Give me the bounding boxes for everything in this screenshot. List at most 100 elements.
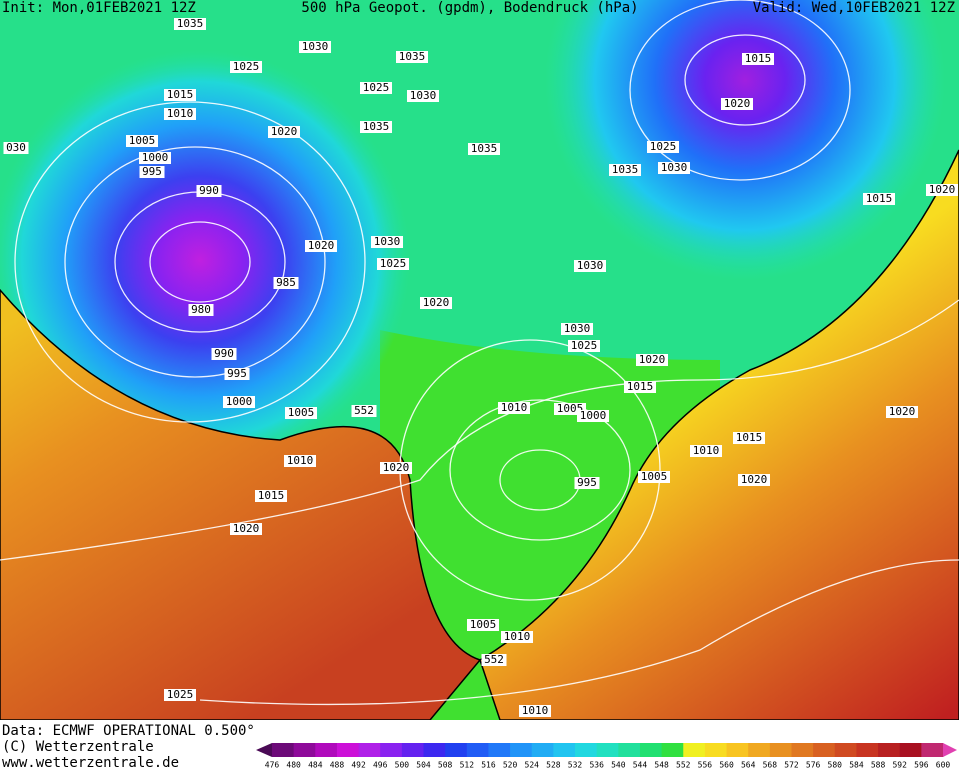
- label-box: [638, 471, 670, 483]
- colorbar-swatch: [856, 743, 879, 757]
- isobar-label: 1030: [661, 161, 688, 174]
- isobar-label: 1020: [929, 183, 956, 196]
- colorbar-swatch: [423, 743, 446, 757]
- label-box: [574, 260, 606, 272]
- label-box: [636, 354, 668, 366]
- colorbar-label: 540: [611, 761, 626, 770]
- label-box: [211, 348, 237, 360]
- isobar-label: 1030: [410, 89, 437, 102]
- colorbar-swatch: [704, 743, 728, 757]
- isobars: [0, 0, 959, 706]
- colorbar-swatch: [531, 743, 554, 757]
- label-box: [468, 143, 500, 155]
- warm-west: [0, 288, 482, 721]
- label-box: [647, 141, 679, 153]
- isobar-label: 1005: [129, 134, 156, 147]
- colorbar-label: 524: [525, 761, 540, 770]
- label-box: [467, 619, 499, 631]
- title: 500 hPa Geopot. (gpdm), Bodendruck (hPa): [301, 0, 638, 16]
- label-box: [721, 98, 753, 110]
- isobar-label: 980: [191, 303, 211, 316]
- isobar-label: 1015: [258, 489, 285, 502]
- isobar-label: 1025: [363, 81, 390, 94]
- label-box: [273, 277, 299, 289]
- label-box: [139, 152, 171, 164]
- colorbar-end: [256, 743, 272, 757]
- isobar-label: 1025: [571, 339, 598, 352]
- colorbar-label: 492: [351, 761, 366, 770]
- init-text: Init: Mon,01FEB2021 12Z: [2, 0, 196, 16]
- label-box: [126, 135, 158, 147]
- colorbar-label: 584: [849, 761, 864, 770]
- colorbar-label: 576: [806, 761, 821, 770]
- colorbar-label: 544: [633, 761, 648, 770]
- colorbar-label: 592: [892, 761, 907, 770]
- colorbar-swatch: [575, 743, 598, 757]
- label-box: [926, 184, 958, 196]
- label-box: [174, 18, 206, 30]
- colorbar-label: 500: [395, 761, 410, 770]
- colorbar-label: 520: [503, 761, 518, 770]
- isobar-label: 995: [227, 367, 247, 380]
- label-box: [738, 474, 770, 486]
- isobar-label: 1030: [374, 235, 401, 248]
- colorbar-label: 556: [698, 761, 713, 770]
- isobar-label: 552: [484, 653, 504, 666]
- colorbar-label: 532: [568, 761, 583, 770]
- colorbar-swatch: [466, 743, 489, 757]
- isobar-label: 1025: [167, 688, 194, 701]
- colorbar: 476 480 484 488 492 496 500 504 508 512 516 520 524 5…: [256, 743, 957, 770]
- isobar-label: 030: [6, 141, 26, 154]
- isobar-label: 1015: [167, 88, 194, 101]
- label-box: [3, 142, 29, 154]
- isobar-label: 990: [199, 184, 219, 197]
- label-box: [230, 523, 262, 535]
- colorbar-swatch: [596, 743, 619, 757]
- colorbar-label: 564: [741, 761, 756, 770]
- colorbar-label: 496: [373, 761, 388, 770]
- colorbar-swatch: [553, 743, 576, 757]
- label-box: [196, 185, 222, 197]
- label-box: [609, 164, 641, 176]
- colorbar-swatch: [791, 743, 814, 757]
- isobar-label: 1020: [233, 522, 260, 535]
- label-box: [268, 126, 300, 138]
- isobar-label: 1020: [639, 353, 666, 366]
- colorbar-label: 516: [481, 761, 496, 770]
- isobar-label: 1015: [866, 192, 893, 205]
- label-box: [188, 304, 214, 316]
- isobar-label: 1010: [167, 107, 194, 120]
- colorbar-label: 596: [914, 761, 929, 770]
- isobar-label: 995: [577, 476, 597, 489]
- colorbar-swatch: [726, 743, 749, 757]
- isobar-label: 1025: [233, 60, 260, 73]
- colorbar-label: 484: [308, 761, 323, 770]
- colorbar-swatch: [661, 743, 684, 757]
- colorbar-swatch: [921, 743, 944, 757]
- isobar-label: 1010: [504, 630, 531, 643]
- colorbar-swatch: [445, 743, 468, 757]
- colorbar-swatch: [315, 743, 338, 757]
- colorbar-swatch: [293, 743, 316, 757]
- colorbar-label: 580: [828, 761, 843, 770]
- colorbar-swatch: [401, 743, 425, 757]
- isobar-label: 1020: [724, 97, 751, 110]
- isobar-label: 1020: [423, 296, 450, 309]
- label-box: [164, 89, 196, 101]
- isobar-label: 1035: [177, 17, 204, 30]
- label-box: [519, 705, 551, 717]
- label-box: [574, 477, 600, 489]
- colorbar-swatch: [878, 743, 901, 757]
- isobar-label: 1015: [736, 431, 763, 444]
- colorbar-label: 528: [546, 761, 561, 770]
- colorbar-label: 504: [416, 761, 431, 770]
- colorbar-swatch: [380, 743, 403, 757]
- label-box: [396, 51, 428, 63]
- label-box: [223, 396, 255, 408]
- isobar-label: 1010: [693, 444, 720, 457]
- isobar-label: 1015: [745, 52, 772, 65]
- colorbar-label: 568: [763, 761, 778, 770]
- isobar-label: 1020: [271, 125, 298, 138]
- isobar-label: 990: [214, 347, 234, 360]
